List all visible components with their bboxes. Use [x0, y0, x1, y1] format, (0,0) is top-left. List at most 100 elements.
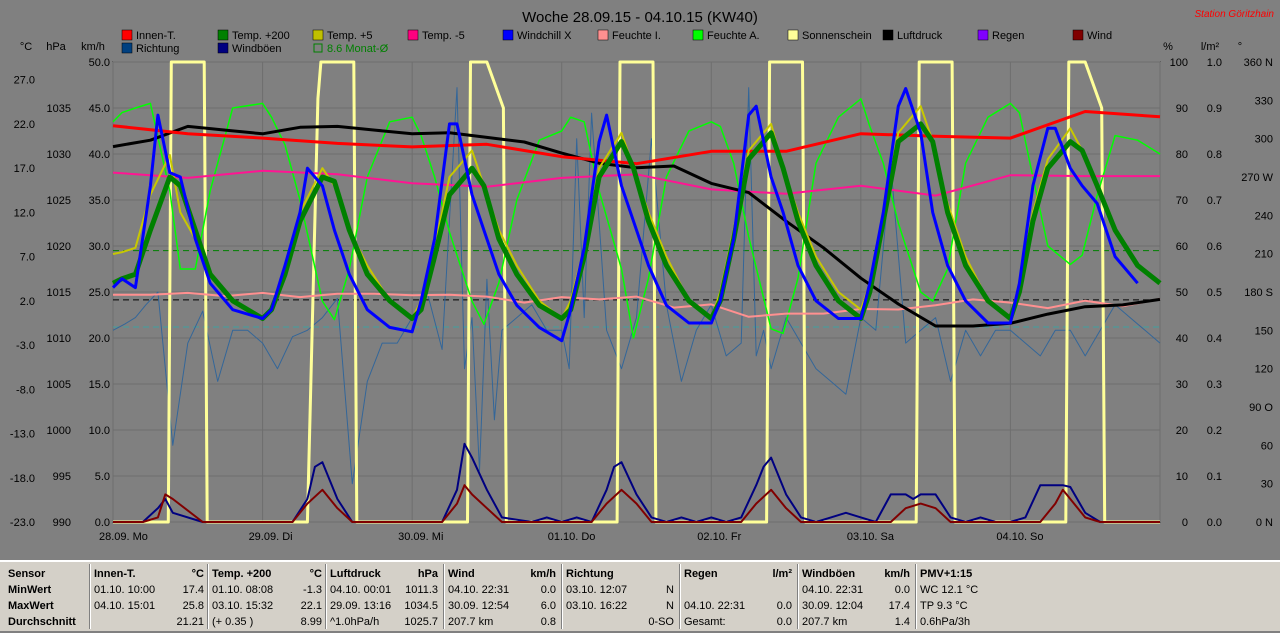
stats-value: 0.8 [540, 616, 556, 628]
rain-tick-label: 0.3 [1207, 379, 1222, 391]
stats-timestamp: 207.7 km [448, 616, 494, 628]
percent-tick-label: 80 [1176, 149, 1188, 161]
percent-tick-label: 0 [1182, 517, 1188, 529]
pressure-tick-label: 1010 [47, 333, 71, 345]
stats-value: 0.0 [776, 600, 792, 612]
legend-label: Temp. -5 [422, 30, 465, 42]
direction-tick-label: 60 [1261, 440, 1273, 452]
series-luftdruck [112, 124, 1161, 328]
wind-tick-label: 0.0 [95, 517, 110, 529]
temp-tick-label: 7.0 [20, 252, 35, 264]
legend-swatch [313, 43, 323, 53]
stats-timestamp: 04.10. 22:31 [684, 600, 746, 612]
legend-swatch [312, 29, 324, 41]
stats-column-regen: Regen l/m² 04.10. 22:31 0.0 Gesamt: 0.0 [684, 562, 792, 633]
rain-tick-label: 1.0 [1207, 57, 1222, 69]
legend-label: Wind [1087, 30, 1112, 42]
direction-tick-label: 0 N [1256, 517, 1273, 529]
series-innen-t [112, 110, 1161, 166]
legend-label: Regen [992, 30, 1024, 42]
axis-unit-label: km/h [81, 41, 105, 53]
rain-tick-label: 0.4 [1207, 333, 1222, 345]
stats-unit: °C [191, 568, 204, 580]
temp-tick-label: 17.0 [14, 163, 35, 175]
stats-value: 17.4 [182, 584, 204, 596]
direction-tick-label: 270 W [1241, 172, 1273, 184]
stats-timestamp: Gesamt: [684, 616, 726, 628]
temp-tick-label: -13.0 [10, 429, 35, 441]
stats-header: Sensor [8, 568, 46, 580]
stats-unit: l/m² [772, 568, 792, 580]
stats-separator [325, 564, 327, 629]
legend-label: Temp. +5 [327, 30, 373, 42]
direction-tick-label: 240 [1255, 210, 1273, 222]
stats-unit: hPa [417, 568, 438, 580]
legend-swatch [1072, 29, 1084, 41]
stats-row-label: Durchschnitt [8, 616, 76, 628]
direction-tick-label: 180 S [1244, 287, 1273, 299]
wind-tick-label: 15.0 [89, 379, 110, 391]
legend-swatch [977, 29, 989, 41]
wind-tick-label: 10.0 [89, 425, 110, 437]
series-windboeen [113, 442, 1160, 523]
direction-tick-label: 90 O [1249, 402, 1273, 414]
legend-label: 8.6 Monat-Ø [327, 43, 389, 55]
legend-swatch [217, 42, 229, 54]
legend-swatch [597, 29, 609, 41]
pressure-tick-label: 990 [53, 517, 71, 529]
wind-tick-label: 35.0 [89, 195, 110, 207]
axis-unit-label: °C [20, 41, 32, 53]
legend-label: Windchill X [517, 30, 572, 42]
stats-separator [797, 564, 799, 629]
stats-unit: °C [309, 568, 322, 580]
stats-timestamp: 04.10. 22:31 [802, 584, 864, 596]
legend-label: Feuchte I. [612, 30, 661, 42]
temp-tick-label: -3.0 [16, 340, 35, 352]
stats-unit: km/h [530, 568, 556, 580]
stats-separator [915, 564, 917, 629]
stats-column-pmv: PMV+1:15 WC 12.1 °C TP 9.3 °C 0.6hPa/3h [920, 562, 1020, 633]
legend-swatch [121, 29, 133, 41]
direction-tick-label: 360 N [1244, 57, 1273, 69]
stats-row-label: MinWert [8, 584, 52, 596]
stats-value: 0.0 [776, 616, 792, 628]
x-tick-label: 03.10. Sa [847, 531, 895, 543]
stats-timestamp: 04.10. 00:01 [330, 584, 392, 596]
stats-column-sensor: Sensor MinWert MaxWert Durchschnitt [8, 562, 88, 633]
stats-timestamp: (+ 0.35 ) [212, 616, 254, 628]
percent-tick-label: 40 [1176, 333, 1188, 345]
stats-separator [679, 564, 681, 629]
series-wind [113, 484, 1160, 523]
wind-tick-label: 40.0 [89, 149, 110, 161]
pressure-tick-label: 995 [53, 471, 71, 483]
stats-header: Innen-T. [94, 568, 136, 580]
rain-tick-label: 0.1 [1207, 471, 1222, 483]
stats-header: PMV+1:15 [920, 568, 973, 580]
rain-tick-label: 0.7 [1207, 195, 1222, 207]
legend-label: Richtung [136, 43, 179, 55]
x-tick-label: 30.09. Mi [398, 531, 443, 543]
x-tick-label: 02.10. Fr [697, 531, 741, 543]
stats-row-label: MaxWert [8, 600, 54, 612]
stats-column-innen: Innen-T. °C 01.10. 10:00 17.4 04.10. 15:01 25… [94, 562, 204, 633]
stats-column-wind: Wind km/h 04.10. 22:31 0.0 30.09. 12:54 6.0 20… [448, 562, 556, 633]
wind-tick-label: 30.0 [89, 241, 110, 253]
rain-tick-label: 0.0 [1207, 517, 1222, 529]
stats-column-richtung: Richtung 03.10. 12:07 N 03.10. 16:22 N 0-SO [566, 562, 674, 633]
percent-tick-label: 50 [1176, 287, 1188, 299]
pressure-tick-label: 1025 [47, 195, 71, 207]
stats-value: 0.0 [894, 584, 910, 596]
direction-tick-label: 330 [1255, 95, 1273, 107]
stats-header: Luftdruck [330, 568, 381, 580]
series-layer [111, 60, 1162, 524]
stats-timestamp: 207.7 km [802, 616, 848, 628]
percent-tick-label: 90 [1176, 103, 1188, 115]
stats-value: 17.4 [888, 600, 910, 612]
temp-tick-label: 12.0 [14, 207, 35, 219]
axis-unit-label: hPa [46, 41, 66, 53]
percent-tick-label: 10 [1176, 471, 1188, 483]
legend-swatch [217, 29, 229, 41]
stats-header: Windböen [802, 568, 856, 580]
legend-label: Windböen [232, 43, 282, 55]
